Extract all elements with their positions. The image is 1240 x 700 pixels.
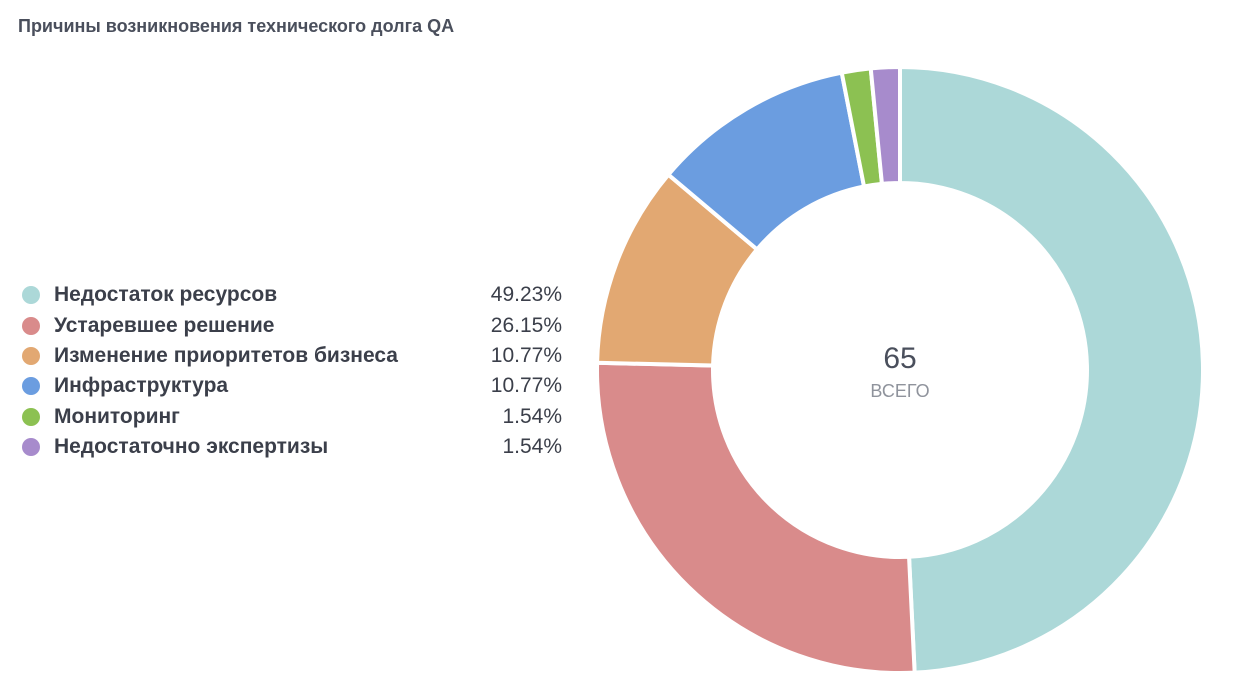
legend-dot [22,407,40,426]
legend-dot [22,316,40,335]
legend-value: 1.54% [502,435,562,459]
donut-slice[interactable] [898,64,1205,675]
donut-chart: 65 ВСЕГО [595,64,1205,675]
legend-item[interactable]: Недостаточно экспертизы 1.54% [22,432,562,462]
legend-label: Изменение приоритетов бизнеса [54,343,398,367]
chart-title: Причины возникновения технического долга… [18,16,455,36]
donut-slice[interactable] [868,64,902,187]
legend-item[interactable]: Устаревшее решение 26.15% [22,310,562,340]
legend-item[interactable]: Недостаток ресурсов 49.23% [22,280,562,310]
legend-value: 1.54% [502,404,562,428]
donut-slice[interactable] [595,360,917,675]
legend-label: Устаревшее решение [54,313,275,337]
legend-value: 10.77% [490,374,562,398]
legend-item[interactable]: Мониторинг 1.54% [22,402,562,432]
legend-label: Мониторинг [54,404,180,428]
legend-dot [22,438,40,457]
donut-slices [595,64,1205,675]
legend-value: 10.77% [490,343,562,367]
legend-dot [22,286,40,305]
legend-label: Инфраструктура [54,374,229,398]
legend-label: Недостаток ресурсов [54,283,278,307]
center-total: 65 [883,342,916,375]
legend-item[interactable]: Инфраструктура 10.77% [22,371,562,401]
legend-value: 49.23% [490,283,562,307]
legend-dot [22,377,40,396]
legend-value: 26.15% [490,313,562,337]
legend: Недостаток ресурсов 49.23% Устаревшее реше… [22,280,562,462]
legend-label: Недостаточно экспертизы [54,435,329,459]
center-label: ВСЕГО [870,381,929,401]
legend-dot [22,346,40,365]
legend-item[interactable]: Изменение приоритетов бизнеса 10.77% [22,341,562,371]
